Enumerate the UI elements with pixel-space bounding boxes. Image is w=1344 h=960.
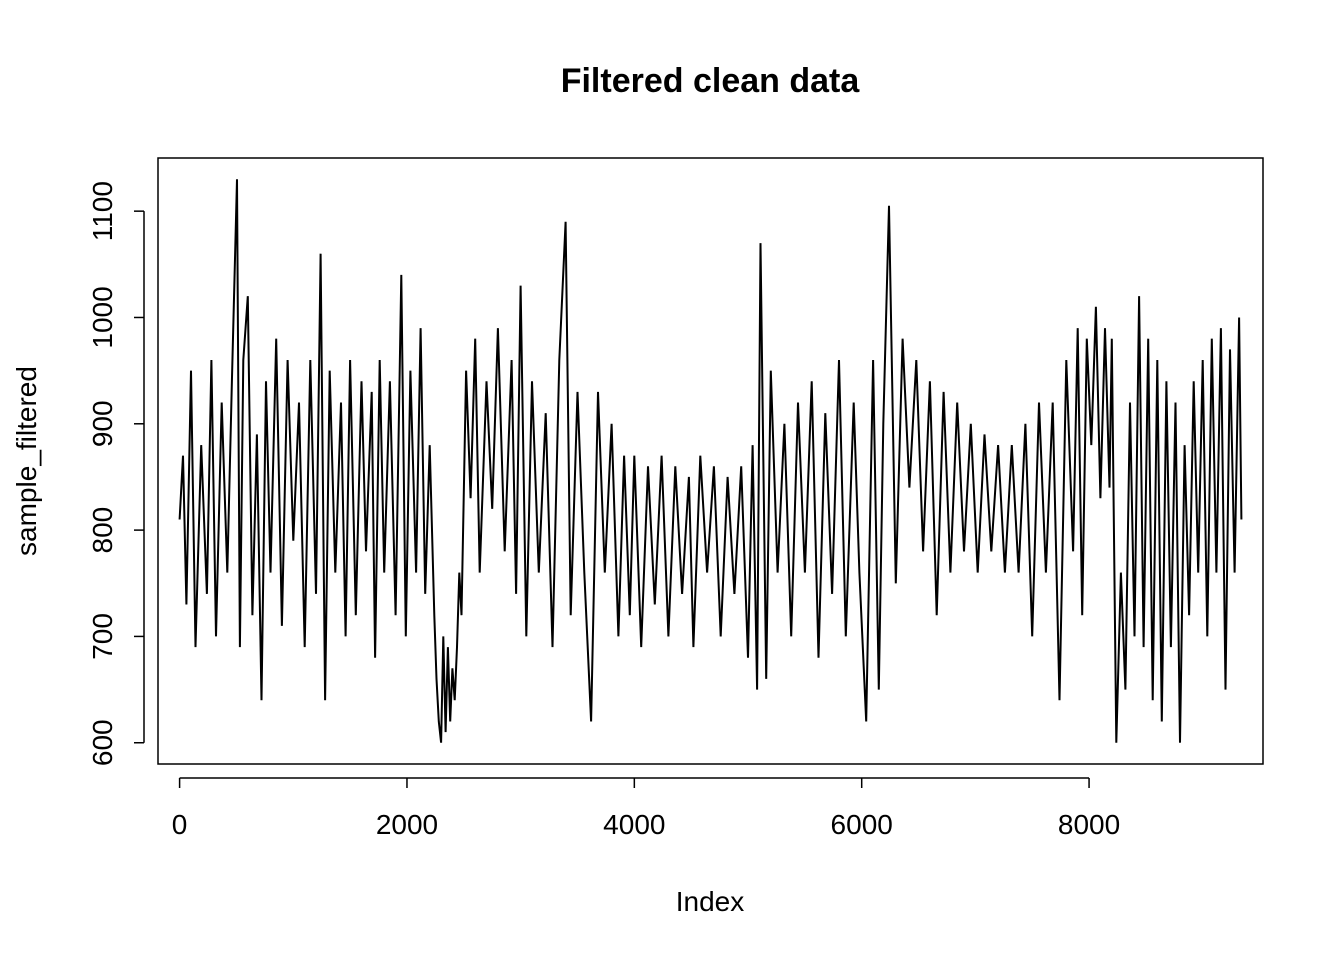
y-tick-label: 900	[87, 400, 118, 447]
series-line	[178, 179, 1243, 743]
y-tick-label: 700	[87, 613, 118, 660]
y-tick-label: 800	[87, 507, 118, 554]
chart-title: Filtered clean data	[561, 62, 861, 100]
x-axis: 0 2000 4000 6000 8000	[172, 777, 1120, 840]
y-tick-label: 1000	[87, 286, 118, 348]
x-tick-label: 4000	[603, 809, 665, 840]
y-axis-label: sample_filtered	[11, 366, 42, 556]
x-tick-label: 8000	[1058, 809, 1120, 840]
plot-frame	[157, 157, 1264, 765]
x-tick-label: 2000	[376, 809, 438, 840]
y-tick-label: 600	[87, 719, 118, 766]
x-tick-label: 6000	[831, 809, 893, 840]
x-axis-label: Index	[676, 886, 745, 917]
y-tick-label: 1100	[87, 181, 118, 241]
y-axis: 600 700 800 900 1000 1100	[87, 181, 145, 766]
series-layer	[178, 179, 1243, 743]
x-tick-label: 0	[172, 809, 188, 840]
